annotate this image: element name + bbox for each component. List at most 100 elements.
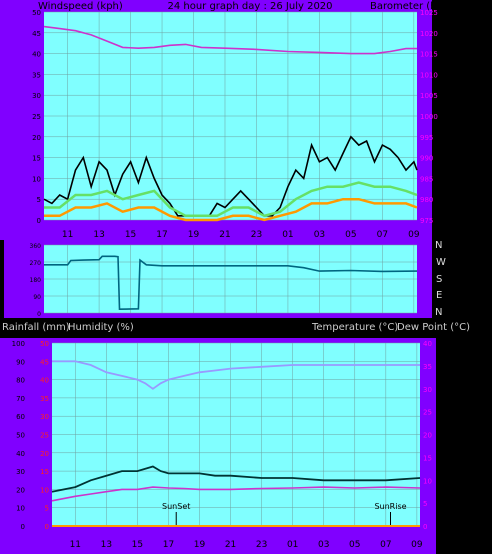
rainfall-tick-label: 45 [40,358,49,366]
temperature-tick-label: 30 [423,386,432,394]
humidity-tick-label: 50 [16,432,25,440]
humidity-tick-label: 20 [16,486,25,494]
y-right-tick-label: 1000 [420,113,438,121]
y-right-tick-label: 975 [420,217,433,225]
rainfall-tick-label: 15 [40,468,49,476]
y-right-tick-label: 1005 [420,92,438,100]
humidity-tick-label: 70 [16,395,25,403]
rainfall-tick-label: 0 [45,523,49,531]
x-tick-label: 05 [345,230,356,240]
temperature-tick-label: 35 [423,363,432,371]
series-wind-gust [43,135,418,217]
x-tick-label: 03 [314,230,325,240]
windspeed-axis-title: Windspeed (kph) [38,1,123,12]
x-tick-label: 17 [156,230,167,240]
series-wind-average [44,181,418,218]
y-right-tick-label: 1020 [420,30,438,38]
humidity-tick-label: 30 [16,468,25,476]
y-right-tick-label: 1025 [420,9,438,17]
x-tick-label: 09 [411,540,423,550]
x-tick-label: 15 [132,540,143,550]
rainfall-tick-label: 25 [40,432,49,440]
x-tick-label: 01 [282,230,293,240]
x-tick-label: 21 [219,230,230,240]
graph-title: 24 hour graph day : 26 July 2020 [167,1,332,12]
x-tick-label: 19 [188,230,200,240]
x-tick-label: 23 [256,540,267,550]
series-wind-direction [44,255,418,311]
x-tick-label: 01 [287,540,298,550]
temperature-tick-label: 10 [423,477,432,485]
rainfall-tick-label: 10 [40,486,49,494]
y-left-tick-label: 50 [32,9,41,17]
x-tick-label: 07 [377,230,388,240]
humidity-tick-label: 100 [12,340,25,348]
x-tick-label: 05 [349,540,360,550]
x-tick-label: 15 [125,230,136,240]
y-tick-label: 360 [30,243,42,250]
humidity-tick-label: 60 [16,413,25,421]
y-right-tick-label: 980 [420,196,433,204]
x-tick-label: 21 [225,540,236,550]
y-right-tick-label: 995 [420,134,433,142]
compass-n-bottom: N [435,307,442,318]
rainfall-axis-title: Rainfall (mm) [2,322,70,333]
x-tick-label: 07 [380,540,391,550]
marker-label: SunSet [162,502,190,511]
barometer-axis-title: Barometer (hpa) [370,1,453,12]
humidity-tick-label: 0 [21,523,25,531]
temperature-axis-title: Temperature (°C) [311,322,398,333]
compass-s: S [436,274,442,285]
y-left-tick-label: 10 [32,175,41,183]
y-tick-label: 270 [30,260,42,267]
y-left-tick-label: 0 [37,217,41,225]
x-tick-label: 19 [194,540,206,550]
compass-n-top: N [435,240,442,251]
humidity-tick-label: 80 [16,377,25,385]
y-tick-label: 0 [37,311,41,318]
humidity-axis-title: Humidity (%) [68,322,134,333]
y-left-tick-label: 35 [32,71,41,79]
rainfall-tick-label: 5 [45,505,49,513]
temperature-tick-label: 40 [423,340,432,348]
x-tick-label: 03 [318,540,329,550]
rainfall-tick-label: 40 [40,377,49,385]
x-tick-label: 13 [101,540,112,550]
series-humidity [52,360,420,390]
temperature-tick-label: 15 [423,454,432,462]
y-right-tick-label: 1010 [420,71,438,79]
rain-humidity-temperature-chart: 0102030405060708090100051015202530354045… [12,340,432,550]
wind-direction-chart: 0 90 180 270 360 [30,243,418,318]
x-tick-label: 11 [70,540,81,550]
compass-e: E [436,290,442,301]
y-tick-label: 180 [30,277,42,284]
temperature-tick-label: 0 [423,523,427,531]
y-right-tick-label: 985 [420,175,433,183]
humidity-tick-label: 10 [16,505,25,513]
x-tick-label: 17 [163,540,174,550]
series-wind-lull [44,197,418,222]
y-left-tick-label: 45 [32,30,41,38]
y-left-tick-label: 25 [32,113,41,121]
temperature-tick-label: 25 [423,409,432,417]
humidity-tick-label: 90 [16,358,25,366]
x-tick-label: 23 [251,230,262,240]
x-tick-label: 09 [408,230,420,240]
y-right-tick-label: 1015 [420,51,438,59]
rainfall-tick-label: 20 [40,450,49,458]
rainfall-tick-label: 50 [40,340,49,348]
marker-label: SunRise [374,502,406,511]
y-left-tick-label: 20 [32,134,41,142]
y-right-tick-label: 990 [420,155,433,163]
dewpoint-axis-title: Dew Point (°C) [397,322,470,333]
y-tick-label: 90 [33,294,41,301]
y-left-tick-label: 40 [32,51,41,59]
rainfall-tick-label: 30 [40,413,49,421]
series-temperature [51,465,421,493]
wind-barometer-chart: 0510152025303540455097598098599099510001… [32,9,438,240]
temperature-tick-label: 5 [423,500,427,508]
rainfall-tick-label: 35 [40,395,49,403]
y-left-tick-label: 15 [32,155,41,163]
temperature-tick-label: 20 [423,432,432,440]
